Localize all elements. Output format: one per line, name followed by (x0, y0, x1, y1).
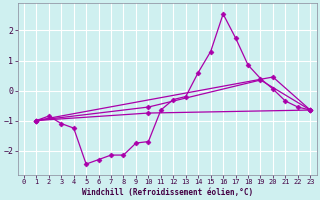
X-axis label: Windchill (Refroidissement éolien,°C): Windchill (Refroidissement éolien,°C) (82, 188, 253, 197)
